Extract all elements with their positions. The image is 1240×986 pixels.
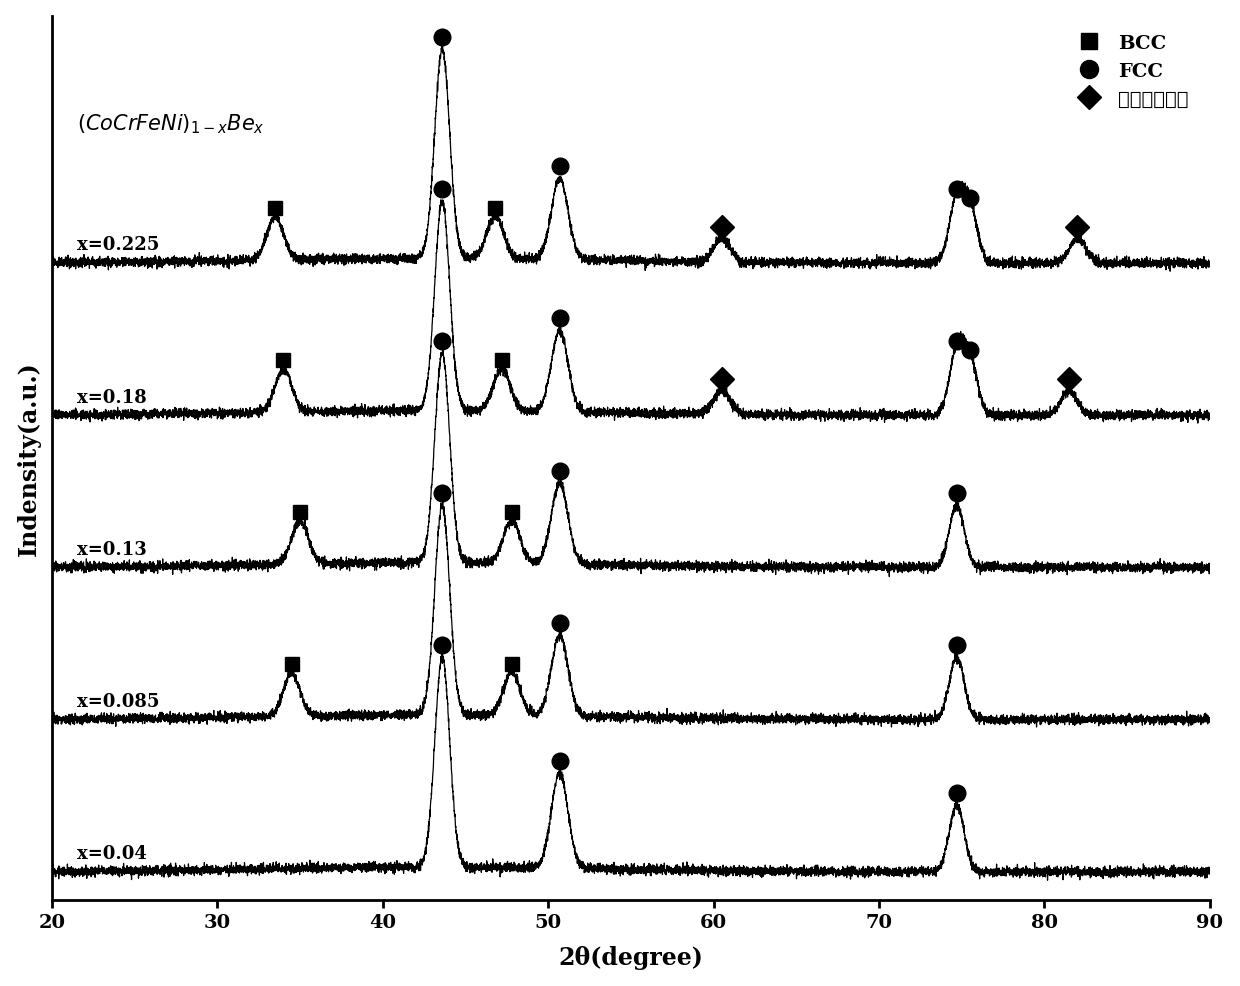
X-axis label: 2θ(degree): 2θ(degree) bbox=[558, 946, 703, 969]
Text: x=0.04: x=0.04 bbox=[77, 844, 146, 863]
Y-axis label: Indensity(a.u.): Indensity(a.u.) bbox=[16, 361, 41, 556]
Text: x=0.18: x=0.18 bbox=[77, 388, 146, 406]
Text: x=0.13: x=0.13 bbox=[77, 540, 146, 558]
Legend: BCC, FCC, 金属间化合物: BCC, FCC, 金属间化合物 bbox=[1069, 35, 1188, 108]
Text: $(CoCrFeNi)_{1-x}Be_x$: $(CoCrFeNi)_{1-x}Be_x$ bbox=[77, 111, 264, 135]
Text: x=0.225: x=0.225 bbox=[77, 237, 159, 254]
Text: x=0.085: x=0.085 bbox=[77, 692, 159, 710]
